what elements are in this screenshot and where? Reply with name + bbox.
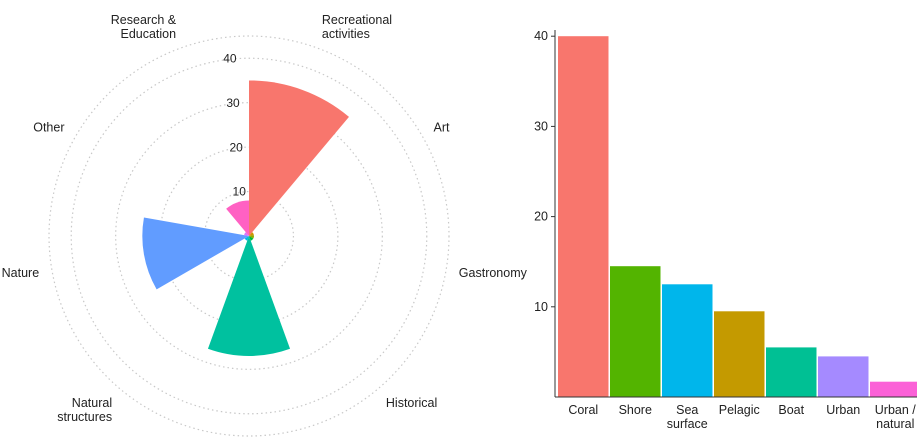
y-tick-40: 40	[534, 29, 548, 43]
polar-radial-tick-40: 40	[223, 52, 237, 66]
bar-chart-bars	[558, 36, 917, 398]
bar-boat	[766, 347, 817, 397]
polar-grid	[48, 35, 450, 437]
y-tick-30: 30	[534, 119, 548, 133]
polar-label-natural-structures: Natural structures	[57, 396, 112, 424]
polar-bar-landscape	[207, 236, 291, 356]
polar-radial-tick-20: 20	[229, 140, 243, 154]
polar-label-historical: Historical	[386, 396, 437, 410]
polar-bar-nature	[142, 217, 249, 290]
x-tick-shore: Shore	[619, 403, 652, 417]
x-tick-coral: Coral	[568, 403, 598, 417]
bar-shore	[610, 266, 661, 397]
polar-label-nature: Nature	[2, 266, 40, 280]
bar-urban	[818, 356, 869, 397]
polar-bar-natural-structures	[244, 236, 249, 241]
y-tick-10: 10	[534, 300, 548, 314]
polar-bar-research-education	[226, 200, 249, 236]
polar-label-art: Art	[434, 121, 451, 135]
polar-label-recreational-activities: Recreational activities	[322, 13, 392, 41]
bar-urban-natural	[870, 381, 917, 397]
x-tick-urban: Urban	[826, 403, 860, 417]
polar-radial-tick-10: 10	[233, 185, 247, 199]
polar-radial-ticks: 10 20 30 40	[223, 52, 246, 199]
polar-bar-gastronomy	[249, 235, 254, 239]
polar-grid-circle-30	[115, 102, 383, 370]
x-tick-urban-natural: Urban / natural	[875, 403, 917, 431]
polar-grid-circle-10	[203, 190, 295, 282]
polar-outer-circle	[48, 35, 450, 437]
bar-chart-axes: Coral Shore Sea surface Pelagic Boat Urban Urba…	[534, 29, 917, 431]
x-tick-sea-surface: Sea surface	[667, 403, 708, 431]
x-tick-boat: Boat	[778, 403, 804, 417]
polar-radial-tick-30: 30	[226, 96, 240, 110]
bar-sea-surface	[662, 284, 713, 398]
polar-grid-circle-40	[70, 57, 428, 415]
x-tick-pelagic: Pelagic	[719, 403, 760, 417]
polar-category-labels: Recreational activities Art Gastronomy Histo…	[2, 13, 528, 424]
polar-label-other: Other	[33, 121, 64, 135]
polar-grid-circle-20	[159, 146, 339, 326]
polar-bar-recreational-activities	[249, 80, 349, 236]
y-tick-20: 20	[534, 210, 548, 224]
bar-coral	[558, 36, 609, 397]
polar-bar-other	[244, 232, 249, 236]
polar-bar-art	[249, 232, 254, 236]
polar-label-research-education: Research & Education	[111, 13, 177, 41]
polar-bar-historical	[249, 236, 254, 241]
polar-bars	[142, 80, 349, 356]
polar-label-gastronomy: Gastronomy	[459, 266, 528, 280]
bar-pelagic	[714, 311, 765, 397]
